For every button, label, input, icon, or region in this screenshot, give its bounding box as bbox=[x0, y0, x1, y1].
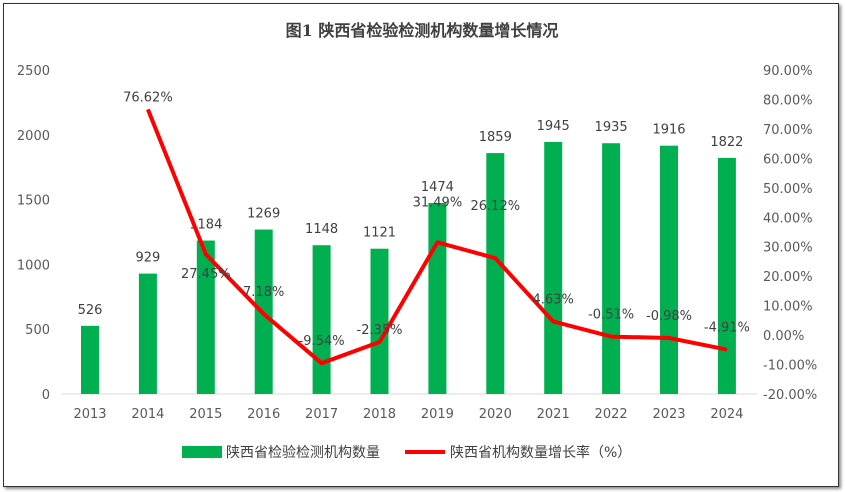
x-tick-label: 2014 bbox=[131, 407, 164, 422]
bar-data-label: 1121 bbox=[363, 226, 396, 241]
line-data-label: -0.98% bbox=[646, 309, 692, 324]
line-data-label: -4.91% bbox=[704, 321, 750, 336]
y-right-tick-label: 40.00% bbox=[763, 211, 813, 226]
x-tick-label: 2017 bbox=[305, 407, 338, 422]
x-tick-label: 2016 bbox=[247, 407, 280, 422]
bar bbox=[486, 153, 505, 394]
y-right-tick-label: 50.00% bbox=[763, 182, 813, 197]
line-data-label: -9.54% bbox=[299, 334, 345, 349]
bar-data-label: 1859 bbox=[479, 130, 512, 145]
y-right-tick-label: 60.00% bbox=[763, 152, 813, 167]
y-right-tick-label: -10.00% bbox=[763, 359, 817, 374]
bar-data-label: 526 bbox=[78, 303, 103, 318]
y-left-tick-label: 2500 bbox=[17, 64, 50, 79]
bar bbox=[138, 273, 157, 394]
bar bbox=[602, 143, 621, 394]
bar-data-label: 1822 bbox=[710, 135, 743, 150]
y-left-tick-label: 2000 bbox=[17, 129, 50, 144]
line-data-label: 7.18% bbox=[243, 285, 284, 300]
legend-bar-label: 陕西省检验检测机构数量 bbox=[226, 445, 380, 461]
chart-title: 图1 陕西省检验检测机构数量增长情况 bbox=[286, 21, 559, 40]
y-left-tick-label: 500 bbox=[25, 323, 50, 338]
y-right-tick-label: 20.00% bbox=[763, 270, 813, 285]
bar-data-label: 1474 bbox=[421, 180, 454, 195]
bar-data-label: 1269 bbox=[247, 207, 280, 222]
line-data-label: 4.63% bbox=[533, 292, 574, 307]
bar-data-label: 929 bbox=[135, 251, 160, 266]
bar-data-label: 1148 bbox=[305, 222, 338, 237]
line-data-label: 26.12% bbox=[471, 199, 521, 214]
x-tick-label: 2021 bbox=[537, 407, 570, 422]
bar bbox=[660, 145, 678, 394]
chart-frame bbox=[3, 3, 839, 487]
bar bbox=[428, 202, 447, 394]
y-left-tick-label: 1500 bbox=[17, 194, 50, 209]
legend-line-label: 陕西省机构数量增长率（%） bbox=[450, 444, 631, 461]
bar bbox=[370, 248, 389, 394]
x-tick-label: 2018 bbox=[363, 407, 396, 422]
y-left-tick-label: 1000 bbox=[17, 258, 50, 273]
legend: 陕西省检验检测机构数量 陕西省机构数量增长率（%） bbox=[182, 444, 631, 461]
x-tick-label: 2024 bbox=[710, 407, 743, 422]
y-right-tick-label: 80.00% bbox=[763, 93, 813, 108]
bar bbox=[312, 245, 331, 394]
y-right-tick-label: 0.00% bbox=[763, 329, 804, 344]
y-left-tick-label: 0 bbox=[42, 388, 50, 403]
x-tick-label: 2019 bbox=[421, 407, 454, 422]
x-tick-label: 2023 bbox=[652, 407, 685, 422]
y-right-tick-label: 90.00% bbox=[763, 64, 813, 79]
line-data-label: 27.45% bbox=[181, 267, 231, 282]
x-tick-label: 2020 bbox=[479, 407, 512, 422]
y-right-tick-label: 70.00% bbox=[763, 123, 813, 138]
y-right-tick-label: -20.00% bbox=[763, 388, 817, 403]
bar bbox=[717, 157, 736, 394]
x-tick-label: 2022 bbox=[595, 407, 628, 422]
bar bbox=[81, 325, 99, 394]
bar bbox=[196, 240, 215, 394]
bar-data-label: 1945 bbox=[537, 119, 570, 134]
line-data-label: 76.62% bbox=[123, 90, 173, 105]
line-data-label: -2.35% bbox=[357, 323, 403, 338]
bar-data-label: 1916 bbox=[652, 123, 685, 138]
bar bbox=[544, 141, 563, 394]
x-tick-label: 2013 bbox=[73, 407, 106, 422]
y-right-tick-label: 30.00% bbox=[763, 241, 813, 256]
legend-bar-swatch bbox=[182, 446, 222, 458]
x-tick-label: 2015 bbox=[189, 407, 222, 422]
line-data-label: 31.49% bbox=[413, 195, 463, 210]
bar-data-label: 1935 bbox=[595, 120, 628, 135]
y-right-tick-label: 10.00% bbox=[763, 300, 813, 315]
line-data-label: -0.51% bbox=[588, 308, 634, 323]
